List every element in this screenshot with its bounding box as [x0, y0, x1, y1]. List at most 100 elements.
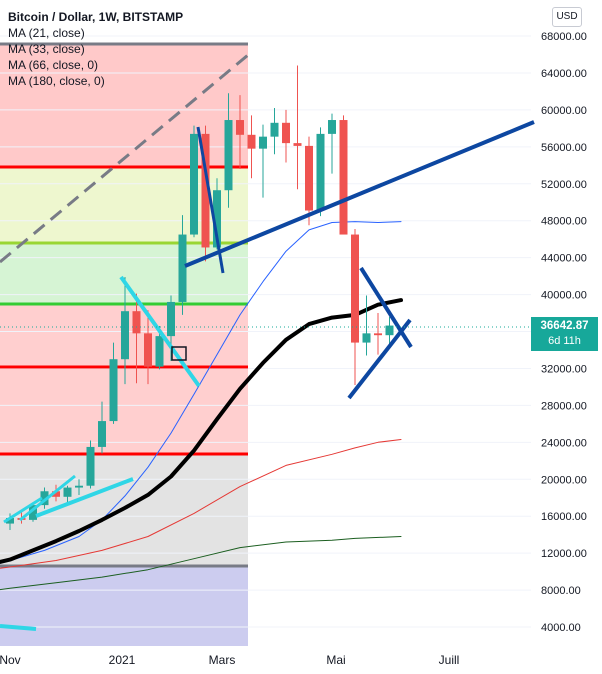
candle-10: [121, 277, 129, 385]
cyan-up-line-1: [35, 477, 134, 518]
bar-countdown: 6d 11h: [548, 335, 581, 347]
candle-25: [293, 65, 302, 190]
candle-12: [144, 310, 152, 385]
candle-body-0: [6, 518, 14, 524]
y-tick-label-13: 56000.00: [541, 142, 587, 154]
candle-31: [362, 295, 371, 356]
candle-body-14: [167, 301, 175, 337]
candle-body-26: [305, 145, 313, 211]
x-tick-label-4: Juill: [439, 653, 460, 667]
wedge-lower-line: [347, 318, 412, 400]
candle-body-24: [282, 122, 290, 144]
candle-33: [385, 316, 394, 344]
y-tick-label-12: 52000.00: [541, 179, 587, 191]
ascending-trendline: [184, 120, 535, 268]
candle-body-33: [385, 325, 394, 336]
candle-body-6: [75, 485, 83, 488]
candle-7: [86, 440, 95, 489]
candle-30: [351, 228, 359, 386]
indicator-ma33[interactable]: MA (33, close): [8, 42, 85, 56]
ma-line-3: [0, 536, 402, 591]
candle-body-5: [63, 487, 72, 497]
y-tick-label-3: 16000.00: [541, 511, 587, 523]
indicator-ma21[interactable]: MA (21, close): [8, 26, 85, 40]
candle-body-4: [52, 491, 60, 497]
candle-body-15: [178, 234, 187, 302]
candle-body-19: [224, 120, 233, 191]
candle-body-29: [339, 120, 348, 235]
steep-down-line: [196, 126, 225, 274]
x-tick-label-3: Mai: [326, 653, 345, 667]
price-axis[interactable]: 4000.00 8000.00 12000.00 16000.00 20000.00 24…: [541, 31, 587, 634]
candle-body-3: [40, 491, 49, 506]
candle-19: [224, 93, 233, 208]
x-tick-label-0: Nov: [0, 653, 21, 667]
y-tick-label-9: 40000.00: [541, 290, 587, 302]
time-axis[interactable]: Nov 2021 Mars Mai Juill: [0, 653, 459, 667]
y-tick-label-6: 28000.00: [541, 400, 587, 412]
candle-27: [316, 127, 325, 217]
candle-2: [29, 502, 37, 522]
moving-averages: [0, 221, 403, 591]
candle-22: [259, 124, 267, 198]
y-tick-label-1: 8000.00: [541, 585, 581, 597]
candle-29: [339, 115, 348, 235]
candle-body-7: [86, 446, 95, 486]
y-tick-label-7: 32000.00: [541, 363, 587, 375]
wedge-upper-line: [359, 266, 413, 349]
candle-body-2: [29, 505, 37, 520]
y-tick-label-14: 60000.00: [541, 105, 587, 117]
candle-body-23: [270, 122, 279, 137]
y-tick-label-15: 64000.00: [541, 68, 587, 80]
drawings: [0, 53, 535, 631]
chart-legend: Bitcoin / Dollar, 1W, BITSTAMP MA (21, c…: [8, 9, 183, 89]
ma-line-0: [0, 221, 402, 563]
candle-24: [282, 109, 290, 163]
dashed-trend-line: [0, 53, 249, 264]
candle-16: [190, 125, 198, 238]
candle-21: [247, 115, 256, 179]
candle-body-12: [144, 333, 152, 367]
cyan-up-line-2: [19, 474, 76, 522]
candle-body-28: [328, 120, 336, 134]
candle-32: [374, 313, 382, 355]
zone-green: [0, 243, 248, 304]
ma-line-1: [0, 298, 403, 565]
candle-body-16: [190, 133, 198, 235]
marker-box: [171, 346, 187, 361]
candle-body-22: [259, 136, 267, 149]
candle-body-32: [374, 333, 382, 336]
candle-body-21: [247, 134, 256, 149]
candle-body-17: [201, 133, 210, 248]
y-tick-label-4: 20000.00: [541, 474, 587, 486]
candle-26: [305, 136, 313, 226]
last-price-tag: 36642.87 6d 11h: [531, 317, 598, 351]
indicator-ma66[interactable]: MA (66, close, 0): [8, 58, 99, 72]
indicator-ma180[interactable]: MA (180, close, 0): [8, 74, 105, 88]
zone-lavender: [0, 566, 248, 646]
candle-body-10: [121, 311, 129, 360]
x-tick-label-1: 2021: [109, 653, 136, 667]
candle-8: [98, 401, 106, 454]
currency-button[interactable]: USD: [552, 7, 582, 27]
y-tick-label-2: 12000.00: [541, 548, 587, 560]
candle-body-13: [155, 336, 164, 367]
y-tick-label-10: 44000.00: [541, 253, 587, 265]
candle-20: [236, 95, 244, 169]
candle-0: [6, 513, 14, 531]
y-tick-label-5: 24000.00: [541, 437, 587, 449]
candle-5: [63, 485, 72, 503]
candle-body-8: [98, 421, 106, 447]
candle-17: [201, 125, 210, 262]
symbol-title[interactable]: Bitcoin / Dollar, 1W, BITSTAMP: [8, 10, 184, 24]
cyan-low-line: [0, 624, 37, 631]
candle-body-20: [236, 120, 244, 135]
candle-23: [270, 108, 279, 155]
y-tick-label-11: 48000.00: [541, 216, 587, 228]
x-tick-label-2: Mars: [209, 653, 236, 667]
last-price: 36642.87: [540, 320, 589, 332]
ma-line-2: [0, 439, 402, 569]
cyan-down-line: [119, 275, 201, 388]
y-tick-label-16: 68000.00: [541, 31, 587, 43]
